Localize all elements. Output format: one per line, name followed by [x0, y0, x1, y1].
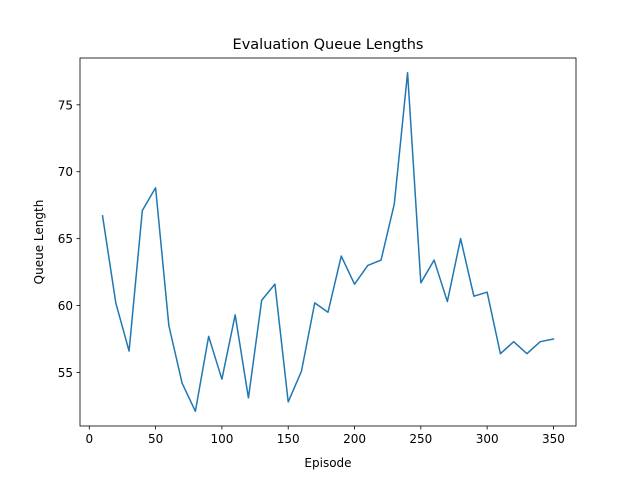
- y-tick-label: 70: [58, 165, 73, 179]
- x-tick-label: 150: [277, 432, 300, 446]
- x-tick-label: 350: [542, 432, 565, 446]
- x-axis-label: Episode: [304, 456, 351, 470]
- plot-frame: [79, 57, 577, 427]
- y-axis-label: Queue Length: [32, 200, 46, 285]
- y-tick-label: 65: [58, 232, 73, 246]
- x-tick-label: 300: [476, 432, 499, 446]
- plot-area: 0 50 100 150 200 250 300 350 55 60 65 70 75: [58, 57, 577, 446]
- chart-title: Evaluation Queue Lengths: [233, 37, 424, 53]
- y-tick-label: 60: [58, 299, 73, 313]
- x-tick-label: 250: [409, 432, 432, 446]
- y-tick-label: 55: [58, 366, 73, 380]
- series-line-0: [101, 71, 555, 413]
- x-tick-label: 50: [148, 432, 163, 446]
- y-tick-label: 75: [58, 98, 73, 112]
- x-tick-label: 0: [85, 432, 93, 446]
- x-tick-label: 200: [343, 432, 366, 446]
- x-tick-label: 100: [210, 432, 233, 446]
